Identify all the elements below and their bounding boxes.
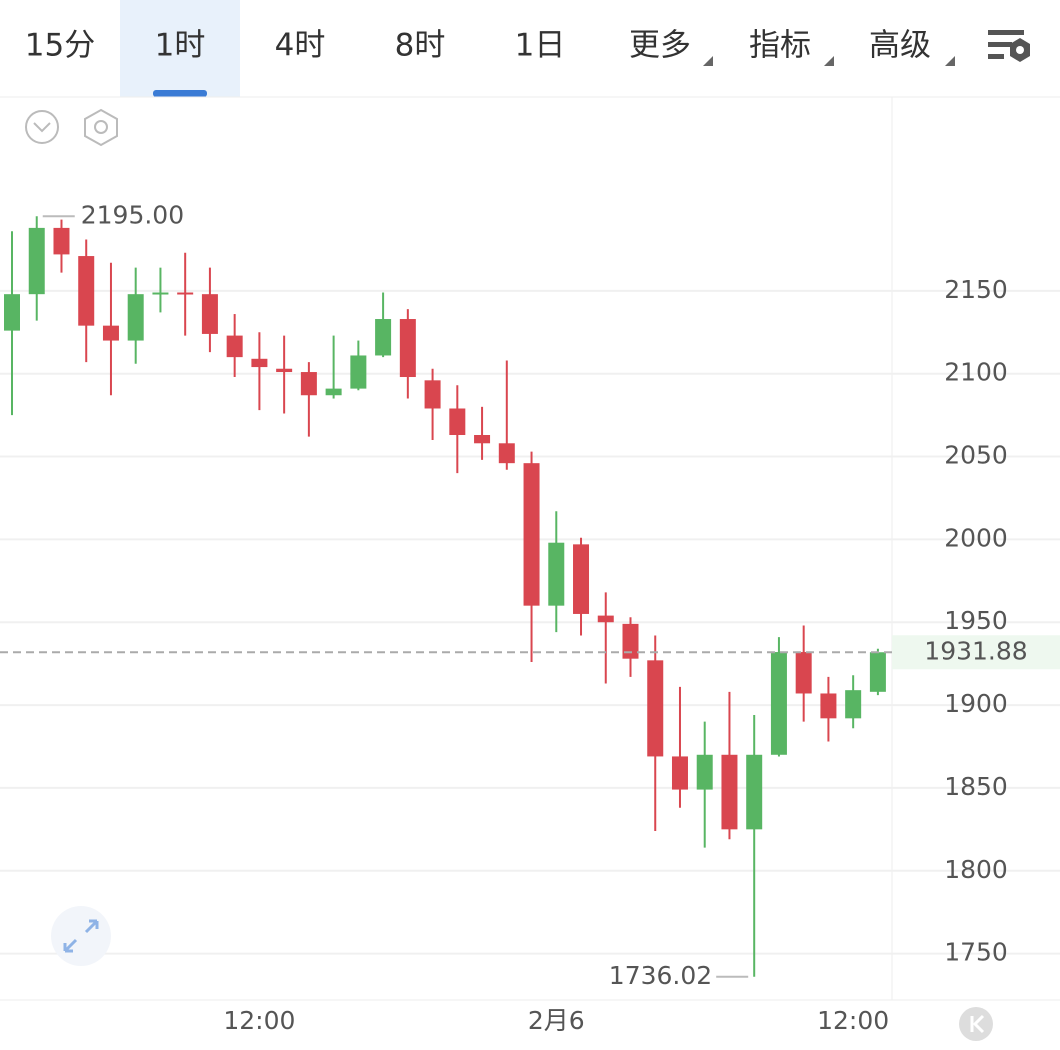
- candles: [4, 216, 886, 977]
- settings-hex-icon[interactable]: [84, 108, 118, 147]
- candle-body: [300, 372, 317, 396]
- tab[interactable]: 1时: [155, 28, 206, 64]
- last-price-label: 1931.88: [924, 636, 1027, 665]
- y-tick-label: 2100: [944, 358, 1008, 387]
- candle-body: [325, 388, 342, 396]
- candle-body: [424, 380, 441, 409]
- tab[interactable]: 15分: [25, 28, 95, 64]
- y-tick-label: 1800: [944, 855, 1008, 884]
- candle-body: [53, 227, 70, 255]
- candle-body: [375, 319, 392, 356]
- collapse-icon[interactable]: [25, 110, 59, 144]
- fullscreen-arrows: [63, 919, 99, 953]
- candle-body: [746, 754, 763, 830]
- candle-body: [548, 542, 565, 606]
- fullscreen-button[interactable]: [51, 906, 111, 966]
- x-tick-label: 12:00: [817, 1006, 889, 1035]
- candle-body: [795, 652, 812, 694]
- candle-body: [226, 335, 243, 358]
- candle-body: [523, 463, 540, 606]
- candle-body: [127, 294, 144, 341]
- tab[interactable]: 4时: [275, 28, 326, 64]
- candle-body: [350, 355, 367, 389]
- tab[interactable]: 指标: [749, 28, 811, 64]
- candle-body: [820, 693, 837, 719]
- candle-body: [28, 227, 45, 295]
- candle-body: [276, 368, 293, 373]
- candle-body: [721, 754, 738, 830]
- candle-body: [622, 623, 639, 659]
- scroll-back-icon: [970, 1014, 985, 1034]
- candle-body: [869, 652, 886, 692]
- candle-body: [474, 435, 491, 444]
- candle-body: [770, 652, 787, 755]
- x-tick-label: 12:00: [223, 1006, 295, 1035]
- grid: [0, 289, 1060, 955]
- candle-body: [449, 408, 466, 436]
- tab[interactable]: 高级: [869, 28, 931, 64]
- candle-body: [845, 690, 862, 719]
- candle-body: [647, 660, 664, 757]
- candle-body: [597, 615, 614, 623]
- tab[interactable]: 1日: [515, 28, 566, 64]
- max-label: 2195.00: [81, 200, 184, 229]
- min-label: 1736.02: [609, 961, 712, 990]
- candle-body: [177, 292, 194, 295]
- active-tab-bg: [120, 0, 240, 97]
- candle-body: [251, 358, 268, 368]
- tab[interactable]: 更多: [629, 28, 691, 64]
- active-tab-underline: [153, 90, 207, 97]
- settings-hex-dot: [94, 120, 108, 134]
- y-tick-label: 1950: [944, 606, 1008, 635]
- y-tick-label: 2000: [944, 523, 1008, 552]
- candle-body: [102, 325, 119, 341]
- y-tick-label: 1750: [944, 938, 1008, 967]
- settings-icon[interactable]: [988, 30, 1030, 62]
- last-price-bg: [892, 635, 1060, 670]
- collapse-chevron: [33, 122, 51, 133]
- y-tick-label: 1900: [944, 689, 1008, 718]
- candle-body: [671, 756, 688, 790]
- y-tick-label: 2050: [944, 441, 1008, 470]
- candle-body: [696, 754, 713, 790]
- tab[interactable]: 8时: [395, 28, 446, 64]
- candle-body: [498, 443, 515, 464]
- candle-body: [78, 256, 95, 326]
- candle-body: [399, 319, 416, 378]
- y-tick-label: 2150: [944, 275, 1008, 304]
- dropdown-arrows: [703, 56, 955, 66]
- x-tick-label: 2月6: [528, 1006, 585, 1035]
- candle-body: [4, 294, 20, 331]
- candle-body: [152, 292, 169, 295]
- candle-body: [201, 294, 218, 334]
- candle-body: [573, 544, 590, 614]
- y-tick-label: 1850: [944, 772, 1008, 801]
